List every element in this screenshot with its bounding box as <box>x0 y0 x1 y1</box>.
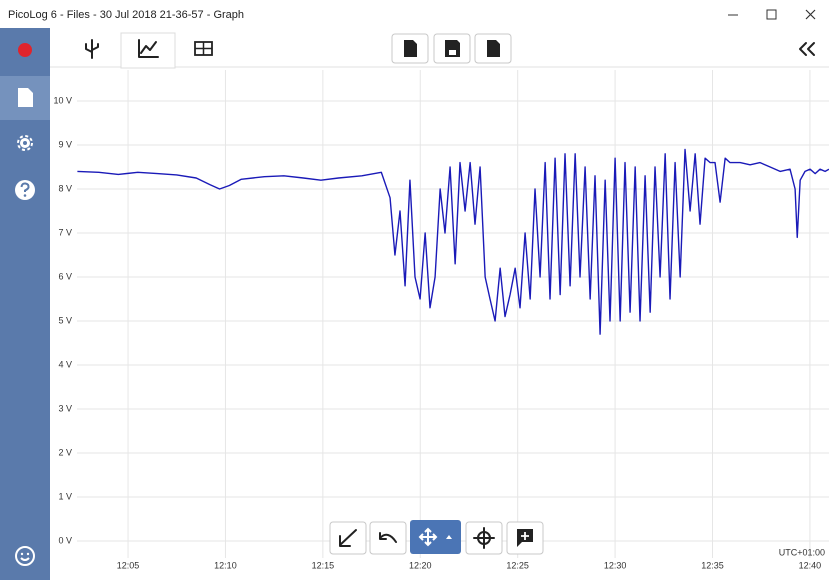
x-tick-label: 12:05 <box>117 560 140 570</box>
y-tick-label: 7 V <box>58 227 72 237</box>
graph-icon <box>138 39 159 58</box>
x-tick-label: 12:20 <box>409 560 432 570</box>
title-bar <box>0 0 829 28</box>
x-tick-label: 12:30 <box>604 560 627 570</box>
maximize-button[interactable] <box>766 9 777 20</box>
undo-button[interactable] <box>369 521 407 555</box>
y-tick-label: 1 V <box>58 491 72 501</box>
devices-tab[interactable] <box>85 39 99 59</box>
feedback-button[interactable] <box>15 546 35 566</box>
data-line <box>77 148 829 335</box>
record-button[interactable] <box>18 43 32 57</box>
plot <box>77 148 829 335</box>
x-tick-label: 12:25 <box>506 560 529 570</box>
y-tick-label: 9 V <box>58 139 72 149</box>
x-tick-label: 12:15 <box>312 560 335 570</box>
settings-button[interactable] <box>17 135 33 151</box>
open-file-icon <box>404 40 417 57</box>
y-tick-label: 6 V <box>58 271 72 281</box>
grid: 0 V 1 V 2 V 3 V 4 V 5 V 6 V 7 V 8 V 9 V 10 V 12:05 1… <box>53 70 829 570</box>
pan-dropdown[interactable] <box>446 535 452 539</box>
x-tick-label: 12:10 <box>214 560 237 570</box>
y-tick-label: 3 V <box>58 403 72 413</box>
y-tick-label: 4 V <box>58 359 72 369</box>
files-button[interactable] <box>18 88 33 107</box>
export-icon <box>487 40 500 57</box>
table-tab[interactable] <box>194 41 213 56</box>
help-button[interactable] <box>15 180 35 200</box>
save-icon <box>445 40 460 57</box>
window-title: PicoLog 6 - Files - 30 Jul 2018 21-36-57… <box>8 9 244 21</box>
timezone-label: UTC+01:00 <box>779 547 825 557</box>
pan-icon <box>418 527 438 547</box>
y-tick-label: 0 V <box>58 535 72 545</box>
y-tick-label: 2 V <box>58 447 72 457</box>
y-tick-label: 10 V <box>53 95 72 105</box>
x-tick-label: 12:35 <box>701 560 724 570</box>
x-tick-label: 12:40 <box>799 560 822 570</box>
y-tick-label: 8 V <box>58 183 72 193</box>
y-tick-label: 5 V <box>58 315 72 325</box>
close-button[interactable] <box>805 9 816 20</box>
collapse-button[interactable] <box>799 42 815 56</box>
graph-tab-active[interactable] <box>120 32 176 69</box>
